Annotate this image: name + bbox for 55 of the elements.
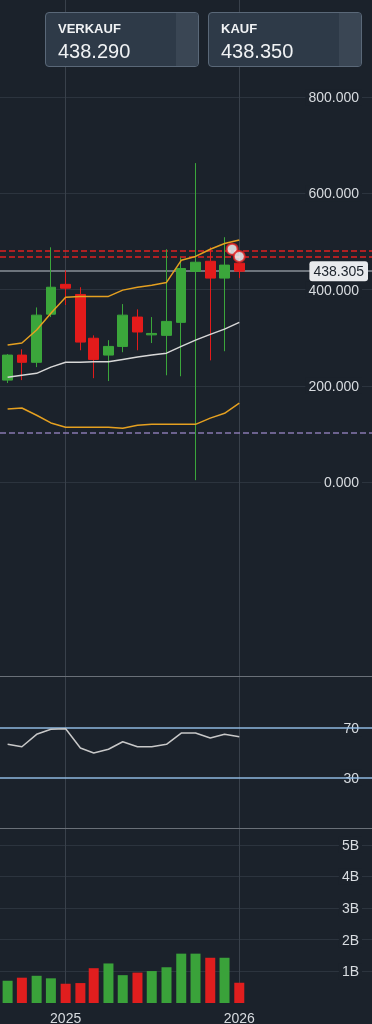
line-series <box>6 239 241 346</box>
y-tick-label: 3B <box>341 900 359 917</box>
x-tick-label: 2025 <box>50 1010 82 1024</box>
candlestick <box>190 162 201 481</box>
bar <box>190 953 201 1003</box>
candlestick <box>60 269 71 306</box>
bar <box>31 975 42 1003</box>
y-tick-label: 200.000 <box>308 377 360 394</box>
candlestick <box>103 339 114 382</box>
line-series <box>6 321 241 378</box>
candlestick <box>75 286 86 351</box>
bar <box>161 967 172 1003</box>
y-tick-label: 1B <box>341 963 359 980</box>
annotation: 438.350 <box>221 40 294 63</box>
annotation: KAUF <box>221 21 258 36</box>
bar <box>176 953 187 1003</box>
bar <box>16 977 27 1003</box>
y-tick-label: 400.000 <box>308 281 360 298</box>
y-tick-label: 2B <box>341 931 359 948</box>
candlestick <box>46 246 56 318</box>
y-tick-label: 600.000 <box>308 185 360 202</box>
y-tick-label: 5B <box>341 836 359 853</box>
bar <box>146 971 157 1003</box>
candlestick <box>219 236 230 352</box>
bar <box>88 968 99 1003</box>
line-series <box>6 727 241 754</box>
candlestick <box>146 316 157 344</box>
candlestick <box>132 308 143 351</box>
y-tick-label: 4B <box>341 868 359 885</box>
candlestick <box>88 334 99 379</box>
bar <box>234 982 245 1003</box>
bar <box>75 983 86 1003</box>
line-series <box>6 402 241 429</box>
bar <box>45 978 56 1003</box>
bar <box>103 963 114 1003</box>
candlestick <box>117 303 128 353</box>
sell-button: VERKAUF 438.290 <box>45 12 199 67</box>
candlestick <box>161 248 172 376</box>
annotation: VERKAUF <box>58 21 121 36</box>
annotation: 438.290 <box>58 40 131 63</box>
buy-button: KAUF 438.350 <box>208 12 362 67</box>
bar <box>132 972 143 1003</box>
candlestick <box>2 353 13 384</box>
candlestick <box>176 256 186 377</box>
y-tick-label: 800.000 <box>308 89 360 106</box>
bar <box>219 957 230 1003</box>
x-tick-label: 2026 <box>223 1010 256 1024</box>
bar <box>117 975 128 1003</box>
bar <box>205 957 216 1003</box>
candlestick <box>17 348 27 381</box>
bar <box>2 980 13 1003</box>
y-tick-label: 0.000 <box>323 474 360 491</box>
ref-line-label: 438.305 <box>313 263 365 280</box>
candlestick <box>31 306 42 368</box>
bar <box>60 983 71 1003</box>
